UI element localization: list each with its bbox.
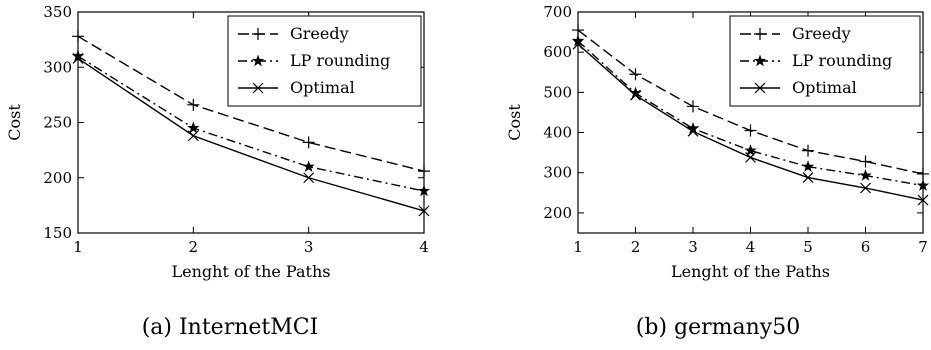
- data-point: [744, 124, 757, 137]
- y-tick-label: 150: [43, 224, 72, 242]
- data-point: [744, 144, 757, 156]
- data-point: [302, 160, 315, 172]
- y-tick-label: 250: [43, 114, 72, 132]
- y-tick-label: 300: [43, 58, 72, 76]
- series-line-0: [77, 35, 425, 172]
- x-tick-label: 2: [189, 238, 199, 256]
- y-tick-label: 700: [543, 3, 572, 21]
- data-point: [630, 89, 641, 101]
- y-axis-label: Cost: [5, 104, 24, 141]
- data-point: [629, 86, 642, 99]
- x-tick-label: 1: [73, 238, 83, 256]
- legend-label-0: Greedy: [792, 24, 851, 43]
- x-axis-label: Lenght of the Paths: [172, 262, 331, 281]
- data-point: [802, 172, 814, 183]
- x-tick-label: 3: [688, 238, 698, 256]
- legend-label-0: Greedy: [290, 24, 349, 43]
- data-point: [860, 182, 871, 194]
- y-axis-label: Cost: [505, 104, 524, 141]
- legend-marker-2: [754, 82, 766, 94]
- y-tick-label: 600: [543, 43, 572, 61]
- data-point: [859, 155, 872, 168]
- chart-1: 1 2 3 4 5 6 7 200 300 400 500 600 700 Lenght of the P…: [505, 3, 930, 340]
- y-tick-label: 400: [543, 124, 572, 142]
- legend-marker-0: [252, 28, 264, 40]
- legend-marker-1: [753, 54, 767, 67]
- x-axis-label: Lenght of the Paths: [671, 262, 830, 281]
- legend: Greedy LP rounding Optimal: [227, 15, 422, 107]
- x-tick-label: 4: [746, 238, 756, 256]
- data-point: [187, 121, 200, 134]
- legend-label-2: Optimal: [792, 78, 857, 97]
- data-point: [687, 100, 699, 113]
- data-point: [802, 144, 814, 157]
- x-tick-label: 6: [861, 238, 871, 256]
- legend-marker-0: [754, 28, 766, 40]
- legend-label-1: LP rounding: [792, 51, 892, 70]
- data-point: [187, 130, 199, 142]
- data-point: [302, 136, 315, 149]
- data-point: [629, 68, 642, 81]
- legend: Greedy LP rounding Optimal: [729, 15, 921, 107]
- chart-0: 1 2 3 4 150 200 250 300 350 Lenght of the Paths Co…: [5, 3, 431, 340]
- y-tick-label: 350: [43, 3, 72, 21]
- data-point: [187, 98, 200, 111]
- data-point: [303, 172, 315, 184]
- x-tick-label: 5: [803, 238, 813, 256]
- series-line-1: [77, 55, 425, 192]
- data-point: [859, 169, 872, 181]
- x-tick-label: 3: [304, 238, 314, 256]
- chart-caption: (b) germany50: [636, 315, 800, 340]
- data-point: [745, 152, 756, 163]
- legend-marker-1: [251, 54, 265, 67]
- data-point: [687, 125, 699, 137]
- x-tick-label: 7: [918, 238, 928, 256]
- legend-marker-2: [252, 82, 264, 94]
- y-tick-label: 200: [543, 204, 572, 222]
- chart-caption: (a) InternetMCI: [142, 315, 319, 340]
- legend-label-2: Optimal: [290, 78, 355, 97]
- x-tick-label: 4: [419, 238, 429, 256]
- data-point: [686, 122, 700, 134]
- y-tick-label: 300: [543, 164, 572, 182]
- x-tick-label: 1: [573, 238, 583, 256]
- series-line-2: [77, 57, 425, 212]
- y-tick-label: 500: [543, 83, 572, 101]
- legend-label-1: LP rounding: [290, 51, 390, 70]
- y-tick-label: 200: [43, 169, 72, 187]
- data-point: [801, 160, 815, 172]
- x-tick-label: 2: [631, 238, 641, 256]
